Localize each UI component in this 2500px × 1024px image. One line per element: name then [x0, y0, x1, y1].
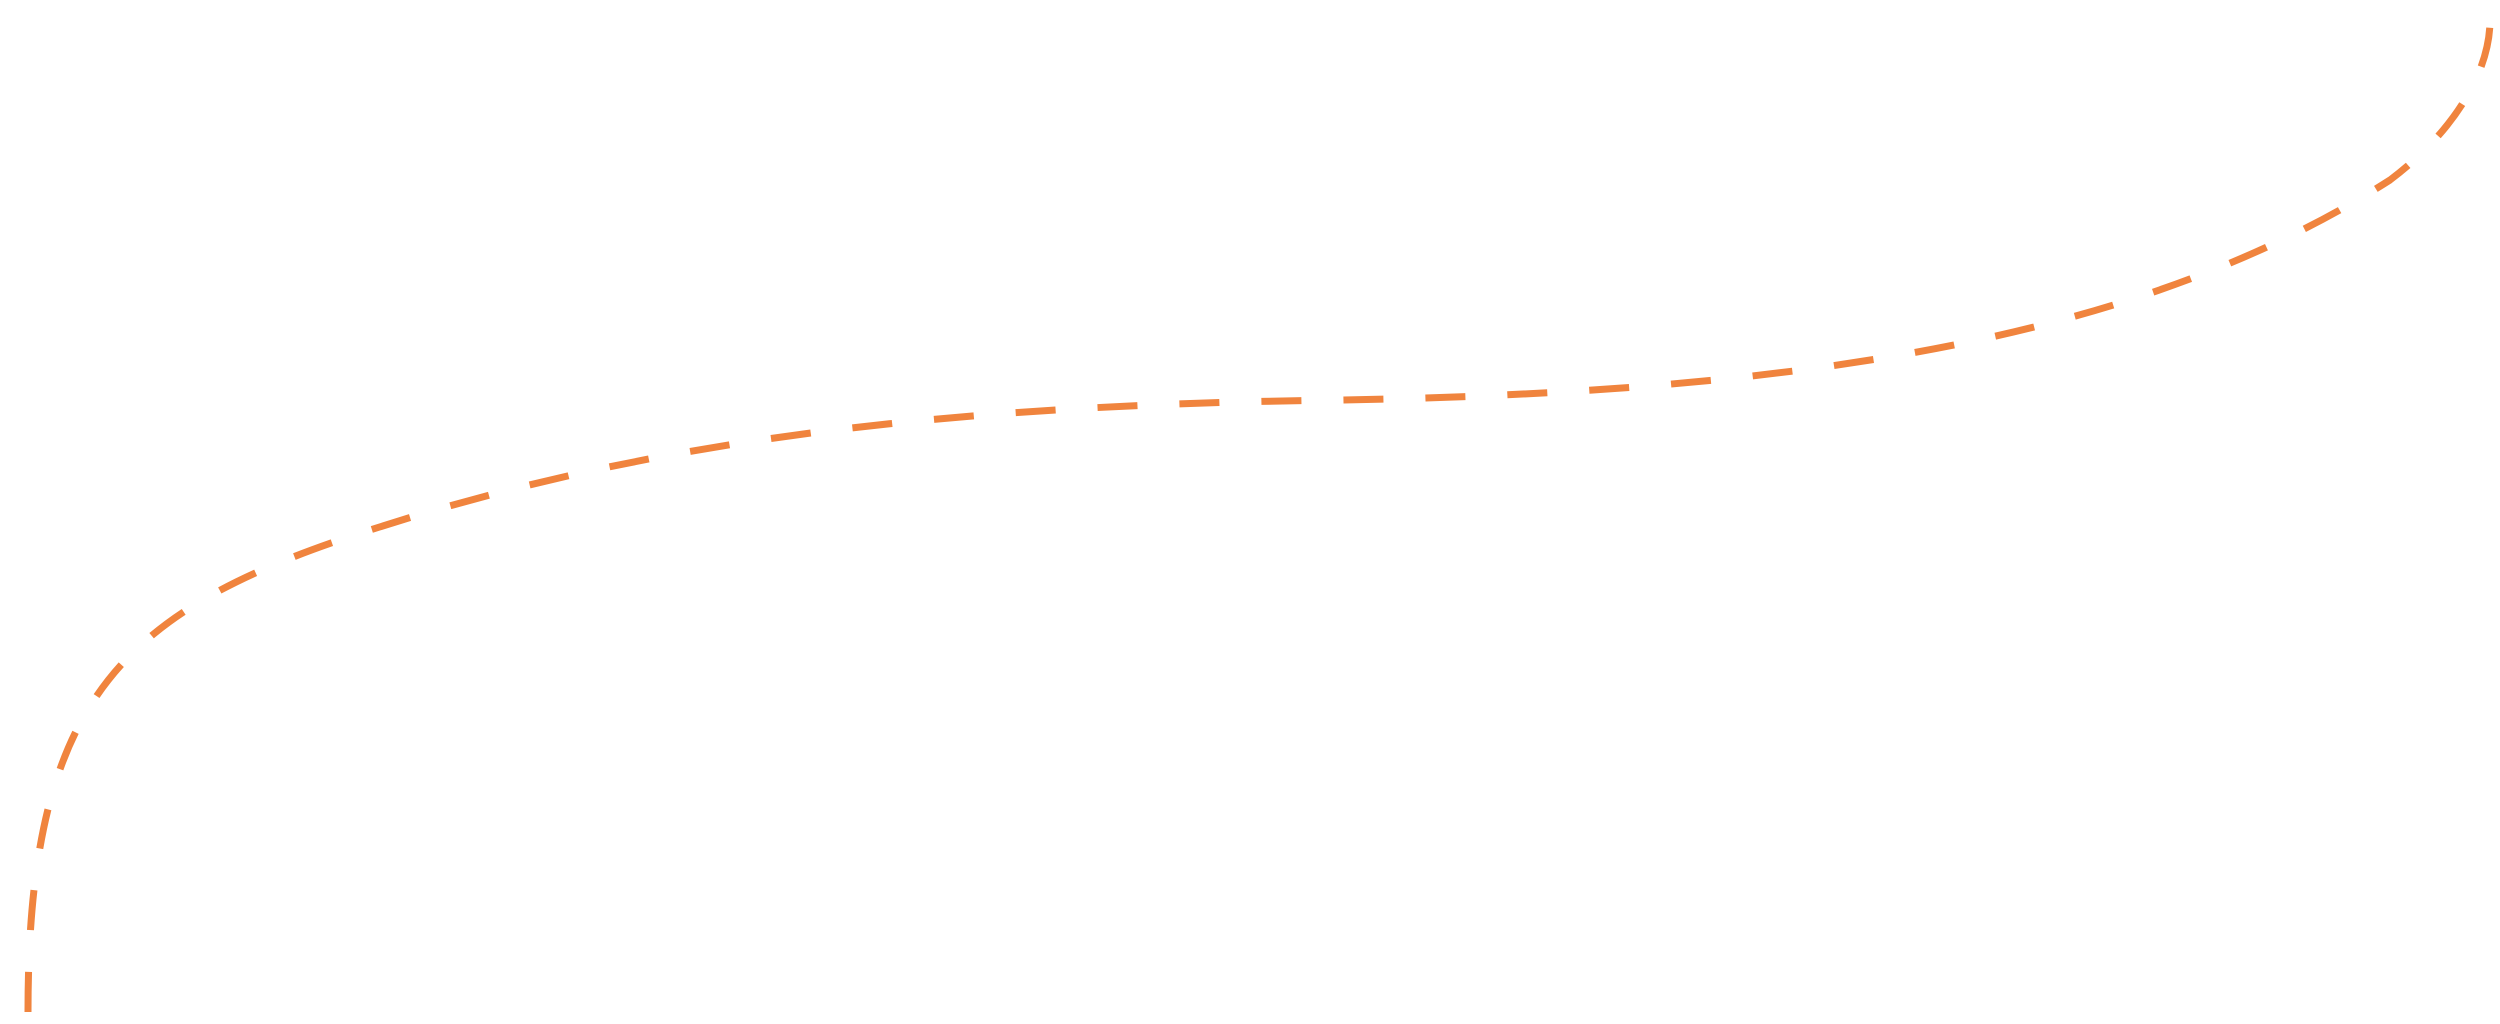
- dashed-connector-curve: [24, 19, 2494, 1013]
